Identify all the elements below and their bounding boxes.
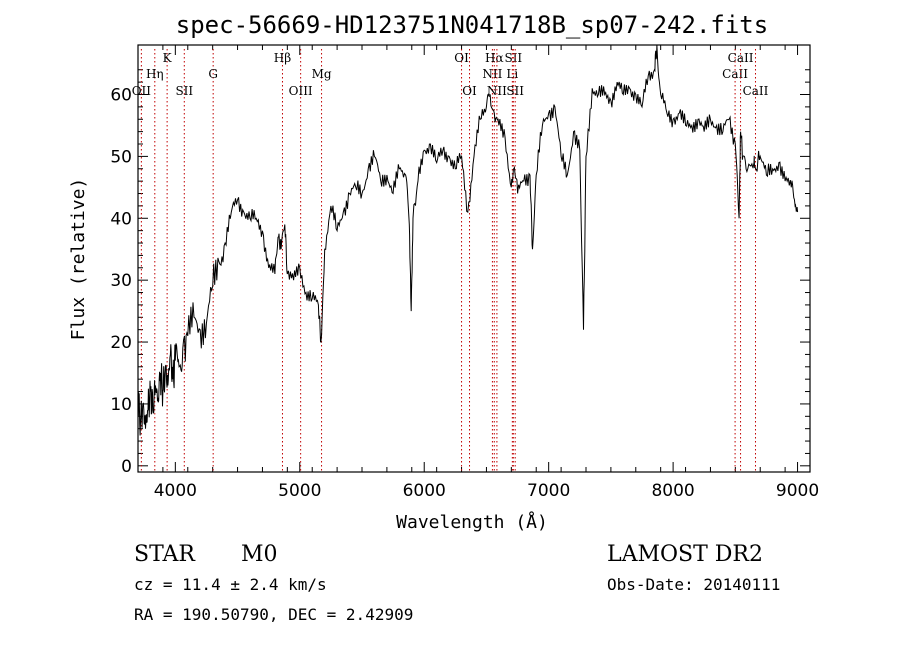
y-tick-label: 20 [110, 333, 132, 353]
line-marker-label: Li [506, 67, 518, 81]
line-marker-label: CaII [722, 67, 748, 81]
line-marker-label: SII [175, 84, 193, 98]
x-axis: 4000 5000 6000 7000 8000 9000 [137, 45, 819, 501]
line-marker-label: K [163, 51, 173, 65]
y-tick-label: 10 [110, 395, 132, 415]
spectral-line-markers: OII Hη K SII G Hβ OIII Mg OI OI NII Hα NII Li SII SII Ca… [132, 49, 769, 472]
x-tick-label: 9000 [776, 481, 819, 501]
obs-date-text: Obs-Date: 20140111 [607, 575, 780, 594]
y-tick-label: 60 [110, 86, 132, 106]
plot-frame [137, 44, 811, 473]
line-marker-label: SII [506, 84, 524, 98]
line-marker-label: Hβ [274, 51, 291, 65]
object-subclass: M0 [241, 542, 278, 567]
redshift-text: cz = 11.4 ± 2.4 km/s [134, 575, 327, 594]
coordinates-text: RA = 190.50790, DEC = 2.42909 [134, 605, 413, 624]
x-tick-label: 5000 [278, 481, 321, 501]
y-tick-label: 0 [121, 457, 132, 477]
y-tick-label: 40 [110, 209, 132, 229]
line-marker-label: OII [132, 84, 152, 98]
x-tick-label: 4000 [154, 481, 197, 501]
line-marker-label: SII [504, 51, 522, 65]
survey-label: LAMOST DR2 [607, 542, 763, 567]
y-tick-label: 30 [110, 271, 132, 291]
line-marker-label: Mg [312, 67, 332, 81]
x-axis-label: Wavelength (Å) [396, 511, 548, 533]
y-axis: 0 10 20 30 40 50 60 [110, 69, 810, 477]
line-marker-label: Hα [485, 51, 504, 65]
line-marker-label: Hη [146, 67, 164, 81]
line-marker-label: G [208, 67, 218, 81]
line-marker-label: NII [482, 67, 502, 81]
chart-title: spec-56669-HD123751N041718B_sp07-242.fit… [176, 11, 768, 39]
x-tick-label: 8000 [651, 481, 694, 501]
line-marker-label: OI [454, 51, 469, 65]
line-marker-label: OIII [289, 84, 313, 98]
y-tick-label: 50 [110, 147, 132, 167]
line-marker-label: NII [487, 84, 507, 98]
line-marker-label: CaII [728, 51, 754, 65]
spectrum-line [137, 44, 799, 436]
object-class: STAR [134, 542, 196, 567]
x-tick-label: 6000 [403, 481, 446, 501]
x-tick-label: 7000 [527, 481, 570, 501]
y-axis-label: Flux (relative) [68, 178, 89, 341]
line-marker-label: CaII [743, 84, 769, 98]
line-marker-label: OI [462, 84, 477, 98]
